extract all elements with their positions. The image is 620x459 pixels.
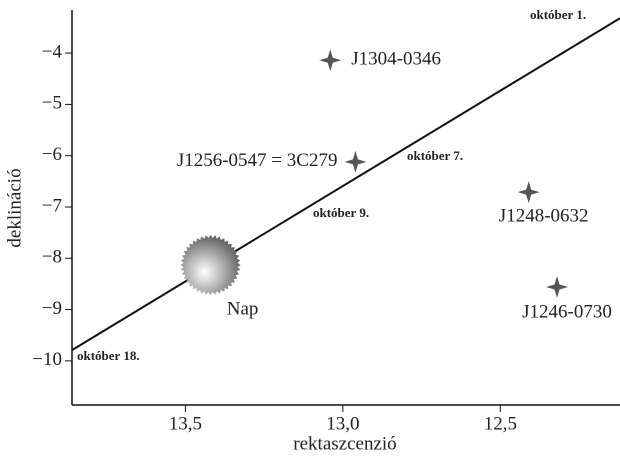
y-tick-label: −10 xyxy=(32,349,62,370)
sun-label: Nap xyxy=(227,298,259,319)
star xyxy=(319,49,341,71)
y-tick-label: −5 xyxy=(42,93,62,114)
x-tick-label: 12,5 xyxy=(484,413,517,434)
star-label: J1248-0632 xyxy=(499,205,589,226)
date-annotation: október 7. xyxy=(407,148,463,163)
sun xyxy=(181,235,241,295)
date-annotation: október 9. xyxy=(313,205,369,220)
star xyxy=(344,151,366,173)
chart: rektaszcenzió deklináció −4 −5 −6 −7 −8 −9 −10… xyxy=(0,0,620,459)
x-tick-label: 13,0 xyxy=(326,413,359,434)
y-axis-label: deklináció xyxy=(4,168,25,247)
star-label: J1246-0730 xyxy=(522,301,612,322)
star-label: J1256-0547 = 3C279 xyxy=(177,150,338,171)
page: rektaszcenzió deklináció −4 −5 −6 −7 −8 −9 −10… xyxy=(0,0,620,459)
x-axis-label: rektaszcenzió xyxy=(293,433,396,454)
y-tick-label: −9 xyxy=(42,298,62,319)
star-label: J1304-0346 xyxy=(351,49,441,70)
star xyxy=(518,181,540,203)
sun-path xyxy=(72,18,620,350)
y-tick-label: −6 xyxy=(42,144,62,165)
y-tick-label: −8 xyxy=(42,247,62,268)
y-tick-label: −4 xyxy=(42,41,63,62)
star xyxy=(546,276,568,298)
date-annotation: október 1. xyxy=(530,7,586,22)
x-tick-label: 13,5 xyxy=(169,413,202,434)
y-tick-label: −7 xyxy=(42,195,62,216)
date-annotation: október 18. xyxy=(77,348,140,363)
